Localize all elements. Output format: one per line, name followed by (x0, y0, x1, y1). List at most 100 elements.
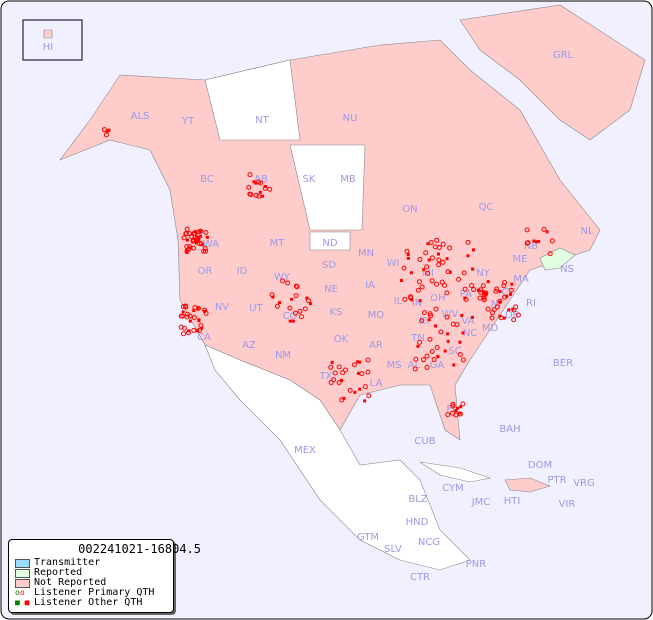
region-label-ne: NE (324, 284, 338, 295)
listener-primary-qth (481, 294, 487, 300)
listener-other-qth (437, 252, 441, 256)
listener-primary-qth (408, 294, 414, 300)
listener-other-qth (291, 319, 295, 323)
listener-primary-qth (428, 240, 434, 246)
listener-other-qth (181, 310, 185, 314)
listener-primary-qth (366, 393, 372, 399)
listener-other-qth (482, 290, 486, 294)
listener-primary-qth (502, 294, 508, 300)
listener-other-qth (271, 295, 275, 299)
greenland (459, 4, 646, 141)
listener-other-qth (205, 235, 209, 239)
listener-primary-qth (198, 323, 204, 329)
listener-other-qth (498, 300, 502, 304)
listener-other-qth (445, 257, 449, 261)
listener-primary-qth (513, 304, 519, 310)
listener-primary-qth (328, 380, 334, 386)
nd-state (309, 231, 351, 251)
listener-primary-qth (436, 262, 442, 268)
region-label-il: IL (394, 296, 403, 307)
listener-primary-qth (365, 357, 371, 363)
listener-primary-qth (421, 310, 427, 316)
region-label-cub: CUB (414, 436, 435, 447)
listener-primary-qth (447, 245, 453, 251)
listener-other-qth (358, 387, 362, 391)
listener-other-qth (461, 331, 465, 335)
listener-other-qth (200, 326, 204, 330)
listener-other-qth (187, 329, 191, 333)
listener-other-qth (502, 316, 506, 320)
region-label-bc: BC (200, 174, 214, 185)
listener-primary-qth (302, 306, 308, 312)
region-label-fl: FL (446, 404, 458, 415)
listener-primary-qth (463, 296, 469, 302)
listener-primary-qth (425, 270, 431, 276)
hawaii-inset (22, 19, 83, 61)
legend: 002241021-16804.5 Transmitter Reported N… (8, 539, 201, 613)
region-label-ber: BER (553, 358, 573, 369)
listener-other-qth (472, 248, 476, 252)
listener-other-qth (353, 390, 357, 394)
region-label-blz: BLZ (408, 494, 427, 505)
listener-primary-qth (480, 283, 486, 289)
listener-primary-qth (440, 241, 446, 247)
region-label-dom: DOM (528, 460, 552, 471)
listener-other-qth (436, 355, 440, 359)
listener-primary-qth (415, 287, 421, 293)
listener-primary-qth (427, 311, 433, 317)
listener-primary-qth (477, 295, 483, 301)
region-label-vir: VIR (559, 499, 576, 510)
region-label-ca: CA (197, 332, 211, 343)
legend-label: Transmitter (34, 557, 101, 568)
region-label-oh: OH (430, 293, 445, 304)
listener-primary-qth (445, 412, 451, 418)
listener-primary-qth (460, 401, 466, 407)
listener-primary-qth (429, 349, 435, 355)
legend-transmitter: Transmitter (15, 558, 100, 568)
listener-primary-qth (256, 193, 262, 199)
listener-primary-qth (471, 287, 477, 293)
listener-other-qth (193, 238, 197, 242)
region-label-ny: NY (476, 268, 490, 279)
listener-primary-qth (493, 288, 499, 294)
region-label-nu: NU (343, 113, 358, 124)
listener-other-qth (308, 302, 312, 306)
legend-label: Reported (34, 567, 83, 578)
listener-primary-qth (186, 231, 192, 237)
listener-primary-qth (465, 239, 471, 245)
listener-primary-qth (494, 286, 500, 292)
listener-primary-qth (359, 371, 365, 377)
listener-other-qth (470, 315, 474, 319)
listener-primary-qth (417, 339, 423, 345)
region-label-slv: SLV (384, 544, 402, 555)
listener-primary-qth (485, 306, 491, 312)
region-label-wa: WA (203, 239, 219, 250)
region-label-wy: WY (274, 272, 291, 283)
listener-primary-qth (413, 356, 419, 362)
listener-other-qth (406, 253, 410, 257)
listener-other-qth (446, 332, 450, 336)
region-label-me: ME (513, 254, 528, 265)
listener-other-qth (203, 309, 207, 313)
listener-other-qth (107, 128, 111, 132)
region-label-nb: NB (524, 241, 538, 252)
region-label-ok: OK (334, 334, 349, 345)
legend-primary-qth: oo Listener Primary QTH (15, 588, 154, 598)
region-label-ri: RI (526, 298, 536, 309)
listener-other-qth (363, 399, 367, 403)
listener-other-qth (545, 230, 549, 234)
region-label-tn: TN (410, 333, 425, 344)
listener-other-qth (532, 239, 536, 243)
listener-other-qth (185, 238, 189, 242)
listener-other-qth (198, 229, 202, 233)
listener-primary-qth (421, 357, 427, 363)
listener-primary-qth (202, 246, 208, 252)
listener-other-qth (105, 129, 109, 133)
legend-label: Not Reported (34, 577, 107, 588)
region-label-ga: GA (430, 360, 445, 371)
listener-other-qth (254, 181, 258, 185)
listener-primary-qth (340, 370, 346, 376)
listener-primary-qth (401, 265, 407, 271)
square-icon: ■ ■ (15, 598, 30, 607)
listener-other-qth (288, 319, 292, 323)
